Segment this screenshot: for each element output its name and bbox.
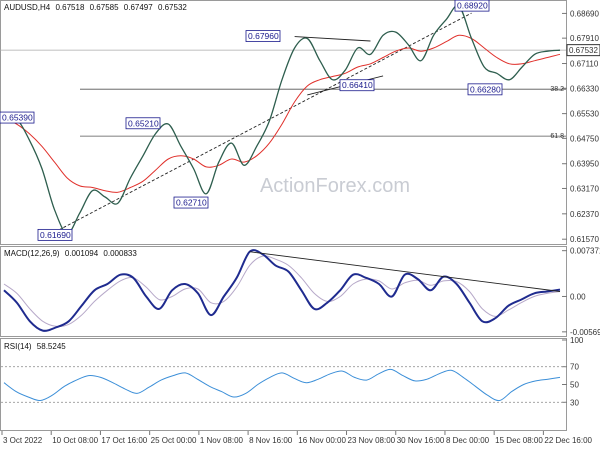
price-label: 0.66410 [339, 79, 375, 92]
price-label-box [0, 111, 35, 124]
price-y-tick-label: 0.64750 [570, 134, 599, 143]
price-label-text: 0.65390 [2, 113, 33, 123]
macd-y-tick-label: 0.007371 [570, 247, 600, 256]
macd-panel-title: MACD(12,26,9) 0.001094 0.000833 [4, 249, 137, 258]
rsi-series [3, 368, 561, 402]
macd-y-tick-label: -0.005693 [570, 328, 600, 337]
price-y-tick-label: 0.68690 [570, 9, 599, 18]
price-label-text: 0.68920 [457, 1, 488, 11]
price-label: 0.66280 [467, 83, 503, 96]
macd-y-axis: 0.007371 0.00 -0.005693 [562, 247, 600, 337]
x-tick-label: 25 Oct 00:00 [151, 436, 197, 445]
price-y-tick-label: 0.67910 [570, 34, 599, 43]
price-label-box [454, 0, 490, 12]
x-tick-label: 3 Oct 2022 [3, 436, 43, 445]
price-label: 0.61690 [37, 228, 73, 241]
price-label-text: 0.66410 [342, 80, 373, 90]
price-label: 0.65210 [125, 117, 161, 130]
rsi-y-tick-label: 30 [570, 398, 579, 407]
macd-signal-line [3, 255, 561, 327]
x-tick-label: 1 Nov 08:00 [200, 436, 244, 445]
x-tick-label: 23 Nov 08:00 [348, 436, 396, 445]
price-panel-title: AUDUSD,H4 0.67518 0.67585 0.67497 0.6753… [4, 3, 187, 12]
svg-text:0.67532: 0.67532 [569, 46, 598, 55]
macd-trendline [249, 251, 561, 292]
x-axis: 3 Oct 2022 10 Oct 08:00 17 Oct 16:00 25 Oct… [1, 431, 593, 445]
x-tick-label: 22 Dec 16:00 [544, 436, 592, 445]
price-label-box [37, 228, 73, 241]
price-label-box [125, 117, 161, 130]
price-label-box [339, 79, 375, 92]
price-line [3, 4, 561, 235]
moving-average-line [3, 34, 561, 193]
price-y-tick-label: 0.63170 [570, 184, 599, 193]
rsi-line [3, 368, 561, 402]
price-y-tick-label: 0.63950 [570, 160, 599, 169]
price-label-text: 0.62710 [176, 198, 207, 208]
rsi-panel-title: RSI(14) 58.5245 [4, 342, 66, 351]
price-y-tick-label: 0.67110 [570, 60, 599, 69]
price-label-text: 0.65210 [128, 118, 159, 128]
macd-panel [0, 246, 567, 337]
fib-levels: 38.2 61.8 [0, 49, 566, 140]
macd-line [3, 249, 561, 332]
fib-level-label: 38.2 [550, 86, 564, 93]
watermark: ActionForex.com [260, 175, 410, 197]
x-tick-label: 10 Oct 08:00 [52, 436, 98, 445]
x-tick-label: 17 Oct 16:00 [101, 436, 147, 445]
price-label: 0.67960 [245, 30, 281, 42]
price-y-tick-label: 0.65530 [570, 110, 599, 119]
x-tick-label: 15 Dec 08:00 [495, 436, 543, 445]
price-y-tick-label: 0.66330 [570, 84, 599, 93]
price-y-tick-label: 0.61570 [570, 235, 599, 244]
macd-y-tick-label: 0.00 [570, 292, 586, 301]
macd-series [3, 249, 561, 332]
price-labels: 0.65390 0.61690 0.65210 0.62710 0.67960 0.664… [0, 0, 503, 241]
price-y-tick-label: 0.62370 [570, 210, 599, 219]
price-label-text: 0.66280 [470, 84, 501, 94]
price-y-axis: 0.68690 0.67910 0.67110 0.66330 0.65530 0.647… [562, 9, 599, 244]
x-tick-label: 8 Nov 16:00 [249, 436, 293, 445]
price-label: 0.62710 [173, 196, 209, 209]
price-label: 0.65390 [0, 111, 35, 124]
rsi-y-tick-label: 70 [570, 363, 579, 372]
price-label-box [245, 30, 281, 42]
price-label: 0.68920 [454, 0, 490, 12]
trendline [294, 36, 371, 42]
rsi-y-tick-label: 100 [570, 336, 584, 345]
dashed-trendline [54, 12, 472, 233]
price-label-box [173, 196, 209, 209]
rsi-y-tick-label: 50 [570, 381, 579, 390]
price-series [3, 4, 561, 235]
x-tick-label: 8 Dec 00:00 [446, 436, 490, 445]
price-label-box [467, 83, 503, 96]
fib-level-label: 61.8 [550, 133, 564, 140]
price-label-text: 0.67960 [248, 31, 279, 41]
x-tick-label: 16 Nov 00:00 [298, 436, 346, 445]
rsi-panel [0, 338, 567, 431]
x-tick-label: 30 Nov 16:00 [397, 436, 445, 445]
rsi-y-axis: 100 70 50 30 [1, 336, 584, 407]
last-price-marker: 0.67532 [566, 44, 600, 57]
price-label-text: 0.61690 [40, 230, 71, 240]
